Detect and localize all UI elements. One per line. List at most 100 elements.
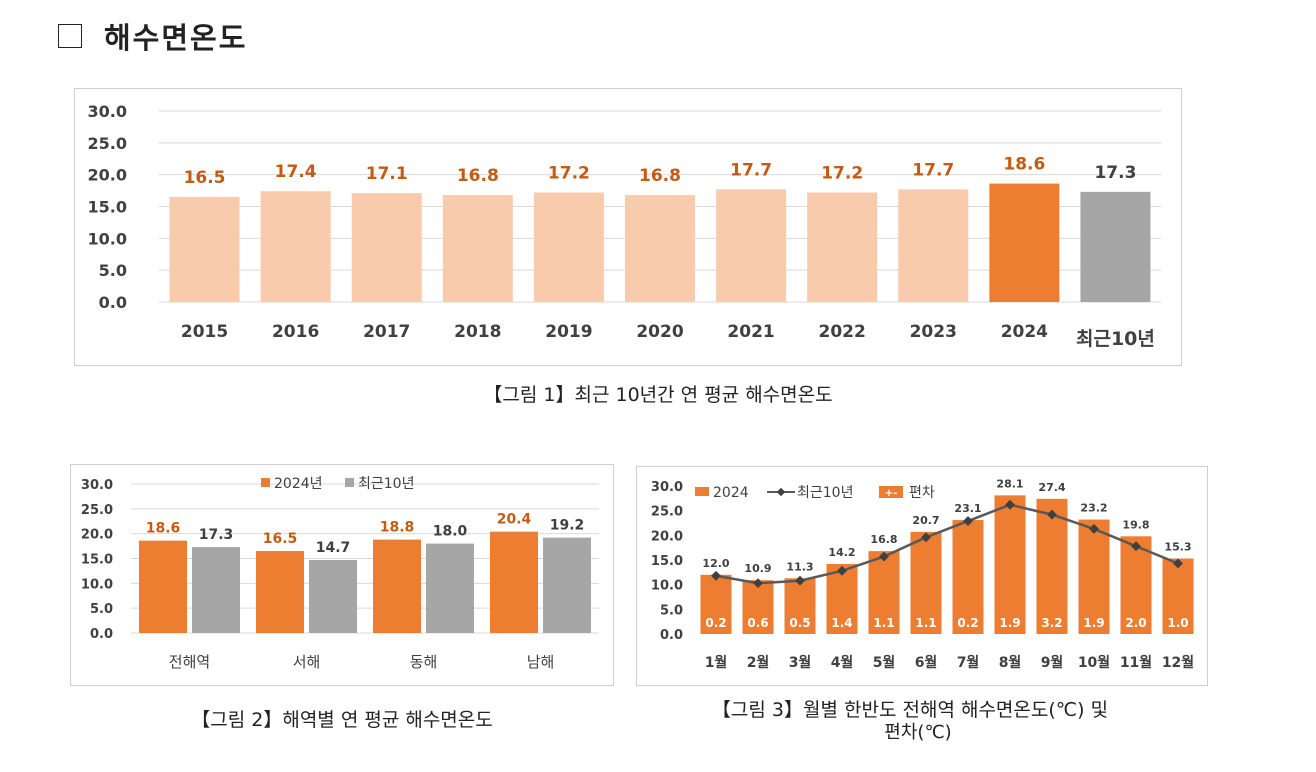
x-tick-label: 4월: [831, 654, 854, 671]
data-label: 28.1: [996, 477, 1023, 490]
y-tick-label: 10.0: [81, 577, 113, 592]
x-tick-label: 2023: [910, 322, 957, 342]
y-tick-label: 20.0: [81, 528, 113, 543]
legend-swatch: [695, 487, 709, 496]
legend-swatch: [261, 478, 270, 487]
section-header: 해수면온도: [58, 16, 247, 56]
x-tick-label: 남해: [527, 653, 555, 671]
x-tick-label: 2019: [545, 322, 592, 342]
data-label: 16.5: [184, 168, 226, 188]
x-tick-label: 2022: [819, 322, 866, 342]
deviation-label: 1.9: [999, 616, 1020, 630]
bar: [1162, 558, 1194, 634]
y-tick-label: 10.0: [651, 579, 683, 594]
deviation-label: 1.0: [1167, 616, 1188, 630]
data-label: 15.3: [1164, 541, 1191, 554]
bar: [910, 531, 942, 634]
bar: [952, 520, 984, 634]
line-marker: [1047, 509, 1057, 520]
data-label: 16.8: [639, 166, 681, 186]
data-label: 18.0: [433, 524, 468, 540]
x-tick-label: 9월: [1041, 654, 1064, 671]
bar: [351, 193, 422, 302]
bar: [1036, 498, 1068, 634]
data-label: 23.2: [1080, 502, 1107, 515]
y-tick-label: 0.0: [99, 293, 127, 312]
bar: [373, 539, 421, 633]
regional-sst-svg: 0.0 5.0 10.0 15.0 20.0 25.0 30.0 2024년 최근10년 18.6…: [81, 476, 599, 671]
y-tick-label: 0.0: [90, 627, 113, 642]
y-tick-label: 15.0: [651, 554, 683, 569]
y-tick-label: 30.0: [651, 480, 683, 495]
x-tick-label: 2024: [1001, 322, 1048, 342]
data-label: 14.7: [316, 540, 351, 556]
deviation-label: 1.9: [1083, 616, 1104, 630]
bar: [868, 551, 900, 634]
x-tick-label: 12월: [1162, 654, 1194, 671]
legend-swatch: [345, 478, 354, 487]
bar: [742, 580, 774, 634]
bar: [994, 495, 1026, 634]
data-label: 17.2: [548, 163, 590, 183]
figure3-caption-line2: 편차(℃): [884, 722, 952, 743]
regional-sst-chart: 0.0 5.0 10.0 15.0 20.0 25.0 30.0 2024년 최근10년 18.6…: [70, 464, 614, 686]
figure3-caption: 【그림 3】월별 한반도 전해역 해수면온도(℃) 및: [711, 699, 1109, 721]
y-tick-label: 30.0: [81, 478, 113, 493]
data-label: 11.3: [786, 560, 813, 573]
data-label: 17.7: [730, 160, 772, 180]
line-marker: [753, 578, 763, 589]
bar: [1078, 519, 1110, 634]
deviation-label: 2.0: [1125, 616, 1146, 630]
legend-label: 최근10년: [358, 476, 414, 492]
deviation-label: 1.4: [831, 616, 852, 630]
y-tick-label: 25.0: [81, 503, 113, 518]
x-tick-label: 2017: [363, 322, 410, 342]
annual-sst-svg: 0.0 5.0 10.0 15.0 20.0 25.0 30.0 16.5 2015 17.4 20…: [88, 102, 1161, 350]
data-label: 19.8: [1122, 518, 1149, 531]
bar: [169, 196, 240, 302]
bar: [784, 578, 816, 634]
series-line: [715, 503, 1179, 585]
x-tick-label: 2020: [636, 322, 683, 342]
x-tick-label: 2018: [454, 322, 501, 342]
bar: [807, 192, 878, 302]
data-label: 16.8: [870, 533, 897, 546]
line-marker: [1089, 523, 1099, 534]
y-tick-label: 5.0: [90, 602, 113, 617]
bar: [716, 189, 787, 302]
bar: [256, 551, 304, 633]
annual-sst-chart: 0.0 5.0 10.0 15.0 20.0 25.0 30.0 16.5 2015 17.4 20…: [74, 88, 1182, 366]
line-marker: [1131, 541, 1141, 552]
x-tick-label: 6월: [915, 654, 938, 671]
data-label: 17.4: [275, 162, 317, 182]
x-tick-label: 2월: [747, 654, 770, 671]
bar: [260, 191, 331, 302]
bar: [192, 547, 240, 633]
x-tick-label: 2015: [181, 322, 228, 342]
data-label: 16.5: [263, 531, 298, 547]
x-tick-label: 10월: [1078, 654, 1110, 671]
bar: [989, 183, 1060, 302]
deviation-label: 0.2: [705, 616, 726, 630]
bar: [1080, 191, 1151, 302]
line-marker: [711, 570, 721, 581]
y-tick-label: 20.0: [88, 166, 127, 185]
figure1-caption: 【그림 1】최근 10년간 연 평균 해수면온도: [483, 384, 833, 406]
bar: [543, 537, 591, 633]
legend-swatch: [879, 486, 903, 498]
bar: [139, 540, 187, 633]
x-tick-label: 서해: [293, 653, 321, 671]
data-label: 18.6: [1003, 155, 1045, 175]
line-marker: [963, 516, 973, 526]
legend-glyph: +-: [885, 488, 898, 499]
bar: [490, 531, 538, 633]
x-tick-label: 5월: [873, 654, 896, 671]
line-marker: [921, 532, 931, 543]
line-marker: [795, 575, 805, 586]
line-marker: [1173, 558, 1183, 569]
data-label: 20.7: [912, 514, 939, 527]
bar: [625, 195, 695, 302]
y-tick-label: 10.0: [88, 229, 127, 248]
deviation-label: 1.1: [915, 616, 936, 630]
y-tick-label: 20.0: [651, 529, 683, 544]
